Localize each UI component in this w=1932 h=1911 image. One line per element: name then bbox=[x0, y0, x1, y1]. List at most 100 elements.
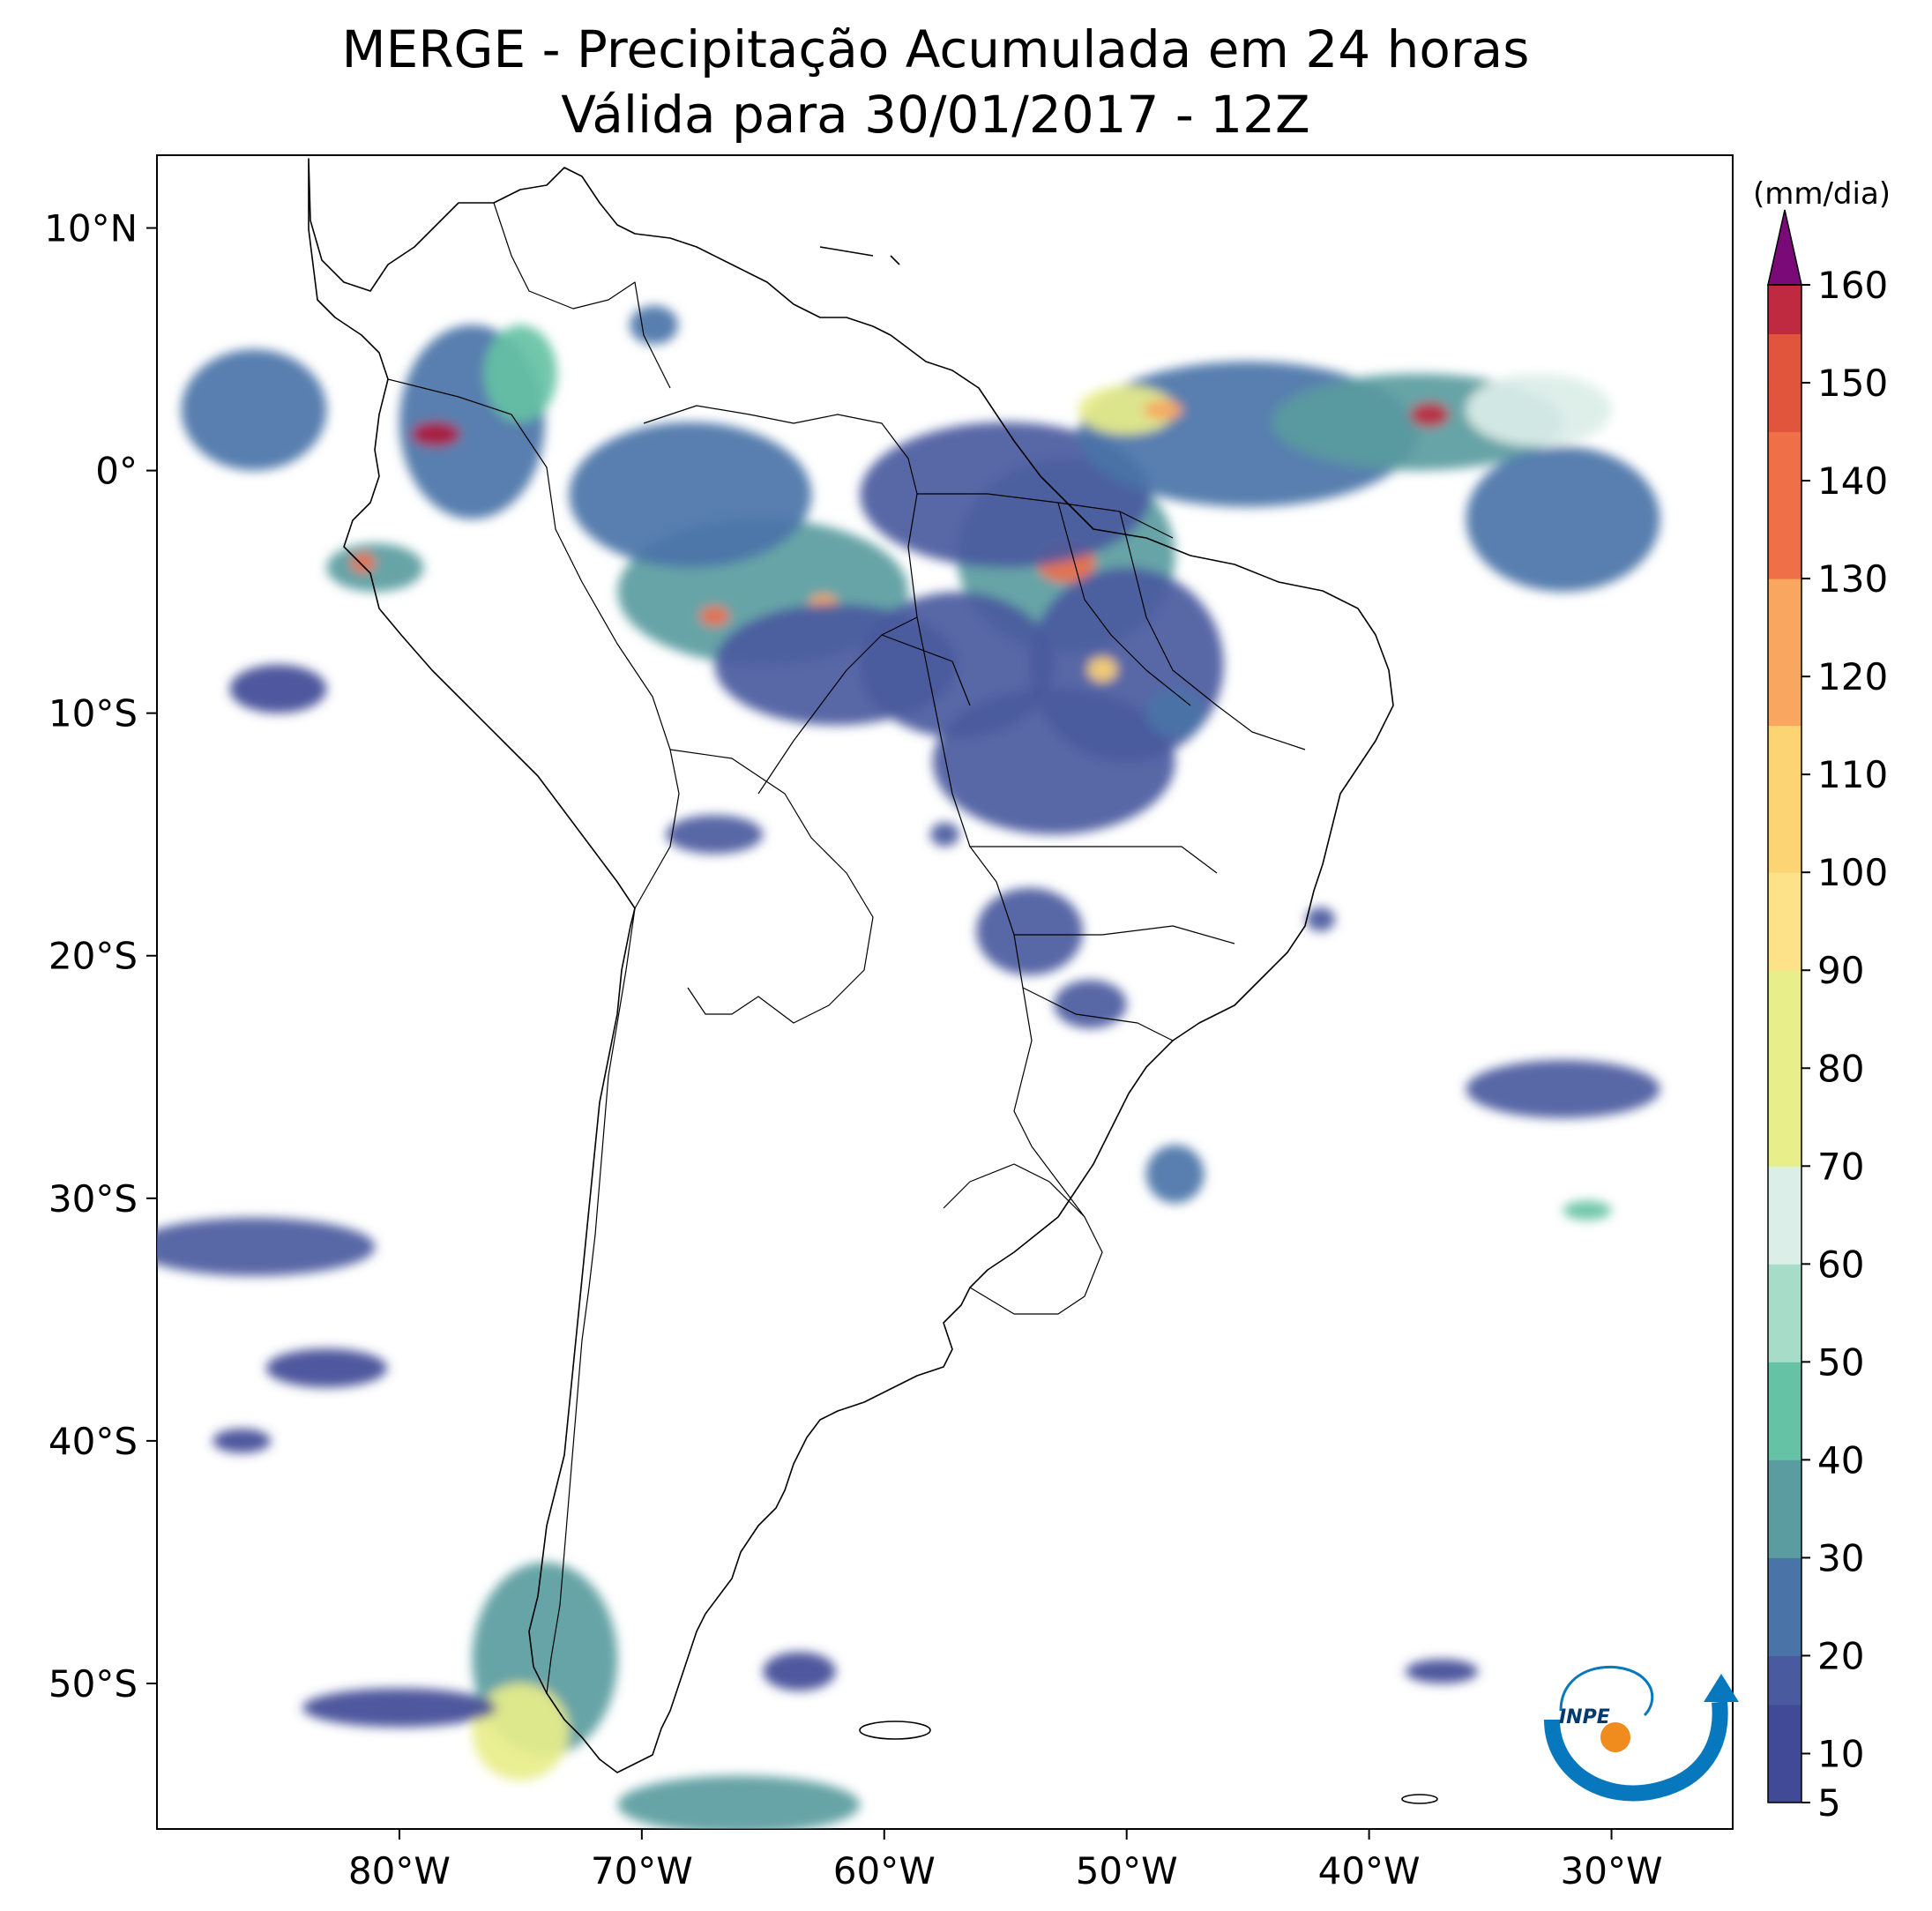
x-tick-label: 80°W bbox=[348, 1849, 451, 1892]
precip-cell-42 bbox=[1306, 907, 1336, 932]
colorbar-segment bbox=[1768, 1166, 1801, 1216]
precip-cell-7 bbox=[1466, 446, 1660, 593]
colorbar-tick-label: 30 bbox=[1817, 1536, 1864, 1579]
border-brazil-states bbox=[881, 493, 1306, 1041]
falkland-islands bbox=[859, 1721, 931, 1740]
colorbar-tick-label: 130 bbox=[1817, 557, 1888, 601]
colorbar-segment bbox=[1768, 481, 1801, 531]
colorbar-segment bbox=[1768, 872, 1801, 922]
colorbar-segment bbox=[1768, 1655, 1801, 1706]
precip-cell-24 bbox=[181, 349, 327, 471]
colorbar-segment bbox=[1768, 774, 1801, 825]
colorbar-tick-label: 40 bbox=[1817, 1438, 1864, 1482]
colorbar-tick-label: 10 bbox=[1817, 1732, 1864, 1775]
colorbar-segment bbox=[1768, 1410, 1801, 1460]
precip-cell-41 bbox=[1145, 689, 1205, 738]
colorbar-segment bbox=[1768, 579, 1801, 629]
colorbar-segment bbox=[1768, 431, 1801, 481]
inpe-logo-text: INPE bbox=[1559, 1706, 1610, 1728]
precip-cell-40 bbox=[229, 664, 327, 713]
colorbar: 5 10 20 30 40 50 60 70 80 90 100 110 120 130 140 150 160 bbox=[1767, 209, 1888, 1825]
colorbar-tick-label: 90 bbox=[1817, 949, 1864, 992]
colorbar-segment bbox=[1768, 921, 1801, 971]
precip-cell-26 bbox=[1054, 980, 1127, 1029]
precip-cell-27 bbox=[1145, 1145, 1205, 1204]
colorbar-tick-label: 20 bbox=[1817, 1634, 1864, 1677]
colorbar-segment bbox=[1768, 1019, 1801, 1069]
south-america-coastline bbox=[308, 158, 1394, 1773]
precip-cell-43 bbox=[1563, 1200, 1612, 1221]
x-tick-label: 60°W bbox=[833, 1849, 936, 1892]
precip-cell-11 bbox=[699, 606, 729, 626]
border-peru-brazil bbox=[387, 378, 680, 909]
colorbar-segment bbox=[1768, 1606, 1801, 1656]
precip-cell-13 bbox=[569, 422, 812, 568]
colorbar-segment bbox=[1768, 1312, 1801, 1362]
colorbar-segment bbox=[1768, 1264, 1801, 1314]
precip-cell-35 bbox=[617, 1775, 861, 1829]
inpe-logo-swoosh bbox=[1544, 1701, 1728, 1802]
precip-cell-6 bbox=[1466, 373, 1612, 447]
colorbar-segment bbox=[1768, 1068, 1801, 1118]
colorbar-frame bbox=[1767, 284, 1802, 1803]
caribbean-islands bbox=[819, 246, 900, 265]
colorbar-segment bbox=[1768, 1557, 1801, 1608]
precip-cell-20 bbox=[484, 325, 557, 422]
inpe-logo-orbit bbox=[1559, 1665, 1654, 1717]
colorbar-unit-label: (mm/dia) bbox=[1753, 176, 1891, 212]
y-tick-label: 30°S bbox=[48, 1177, 138, 1221]
colorbar-tick-label: 60 bbox=[1817, 1243, 1864, 1286]
y-tick-label: 10°N bbox=[44, 207, 138, 250]
colorbar-tick-label: 100 bbox=[1817, 851, 1888, 894]
precip-cell-39 bbox=[666, 815, 764, 855]
colorbar-tick-label: 80 bbox=[1817, 1047, 1864, 1090]
inpe-logo-arrow-icon bbox=[1704, 1674, 1739, 1702]
precip-cell-25 bbox=[976, 887, 1084, 975]
precip-cell-18 bbox=[932, 689, 1175, 835]
inpe-logo: INPE bbox=[1544, 1665, 1739, 1802]
precip-cell-2 bbox=[860, 422, 1152, 568]
y-tick-label: 20°S bbox=[48, 935, 138, 978]
colorbar-segment bbox=[1768, 676, 1801, 727]
title-line-2: Válida para 30/01/2017 - 12Z bbox=[561, 85, 1310, 145]
y-tick-label: 40°S bbox=[48, 1420, 138, 1463]
x-axis-ticks: 80°W 70°W 60°W 50°W 40°W 30°W bbox=[348, 1829, 1663, 1892]
colorbar-tick-label: 5 bbox=[1817, 1781, 1841, 1825]
precip-cell-28 bbox=[1466, 1060, 1660, 1119]
precip-cell-44 bbox=[630, 305, 679, 345]
x-tick-label: 30°W bbox=[1561, 1849, 1663, 1892]
y-tick-label: 0° bbox=[95, 450, 138, 493]
colorbar-segment bbox=[1768, 970, 1801, 1020]
precip-cell-8 bbox=[1078, 385, 1175, 435]
colorbar-tick-label: 150 bbox=[1817, 362, 1888, 405]
x-tick-label: 50°W bbox=[1076, 1849, 1178, 1892]
precip-cell-22 bbox=[326, 543, 424, 593]
colorbar-extend-arrow bbox=[1767, 209, 1802, 286]
border-colombia-venezuela bbox=[493, 202, 671, 389]
colorbar-segment bbox=[1768, 383, 1801, 433]
colorbar-segment bbox=[1768, 1704, 1801, 1754]
y-axis-ticks: 10°N 0° 10°S 20°S 30°S 40°S 50°S bbox=[44, 207, 157, 1706]
y-tick-label: 50°S bbox=[48, 1662, 138, 1706]
colorbar-segment bbox=[1768, 1753, 1801, 1803]
south-georgia-island bbox=[1401, 1794, 1438, 1804]
inpe-logo-sun bbox=[1600, 1722, 1630, 1752]
precip-cell-17 bbox=[1087, 657, 1117, 682]
precip-cell-33 bbox=[472, 1683, 570, 1780]
colorbar-segment bbox=[1768, 1459, 1801, 1510]
colorbar-segment bbox=[1768, 627, 1801, 677]
border-argentina-chile bbox=[546, 907, 636, 1694]
precip-cell-31 bbox=[213, 1429, 272, 1453]
precipitation-layer bbox=[157, 305, 1660, 1829]
colorbar-segment bbox=[1768, 1214, 1801, 1265]
colorbar-segment bbox=[1768, 725, 1801, 775]
y-tick-label: 10°S bbox=[48, 692, 138, 735]
precip-cell-21 bbox=[411, 422, 460, 447]
colorbar-segment bbox=[1768, 285, 1801, 335]
colorbar-tick-label: 140 bbox=[1817, 459, 1888, 503]
precip-cell-34 bbox=[302, 1688, 496, 1728]
x-tick-label: 70°W bbox=[591, 1849, 693, 1892]
colorbar-tick-label: 50 bbox=[1817, 1340, 1864, 1384]
precip-cell-9 bbox=[1143, 399, 1182, 420]
